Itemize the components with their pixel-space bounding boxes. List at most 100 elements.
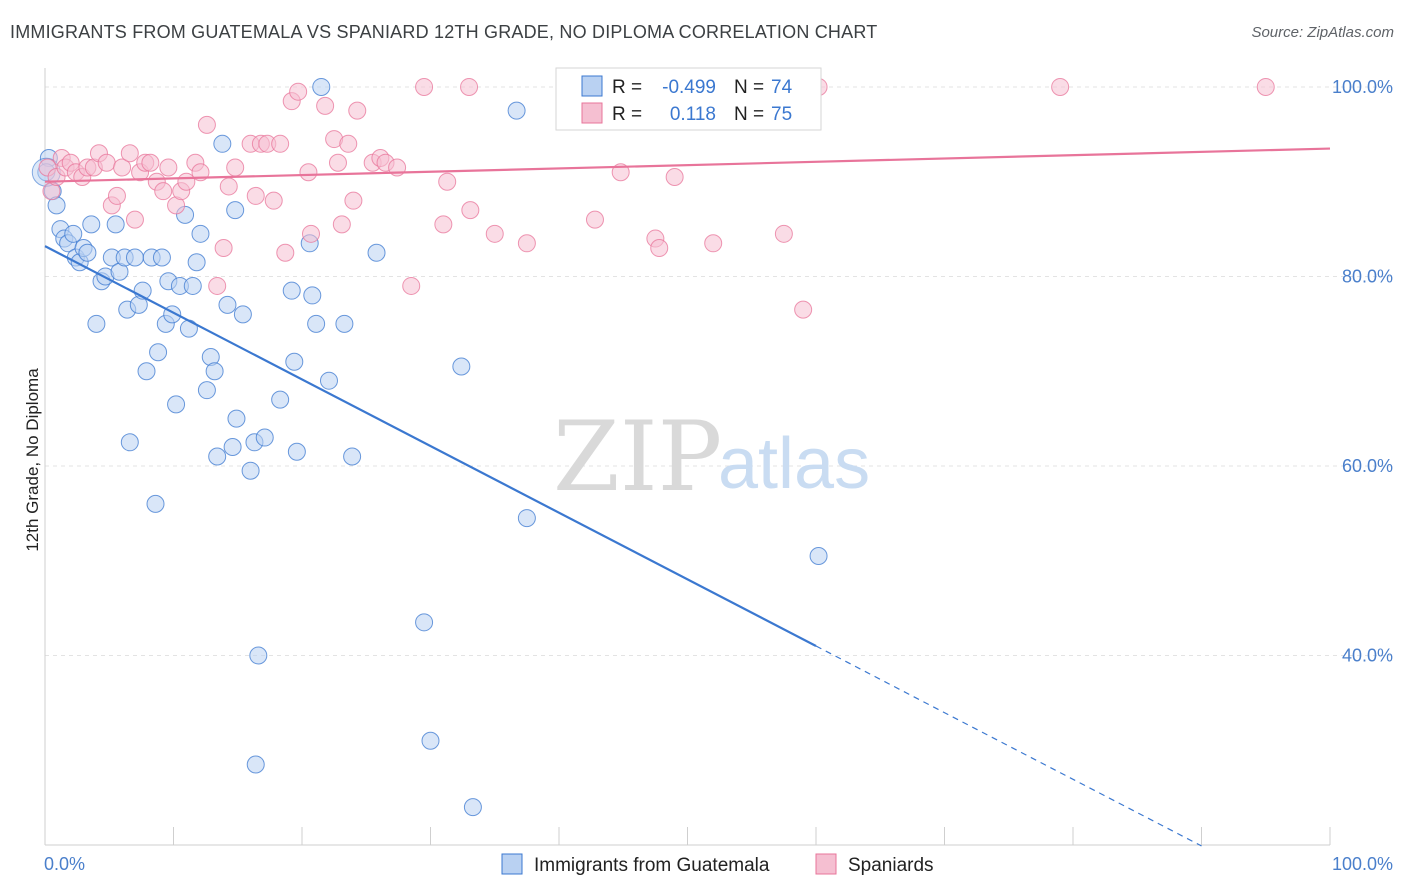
point-0-56 [285,352,304,371]
point-0-46 [226,201,245,220]
legend-n-label-1: N = [734,104,764,125]
point-1-31 [219,177,238,196]
y-tick-labels: 40.0% 60.0% 80.0% 100.0% [1332,77,1393,666]
point-1-73 [1256,77,1275,96]
point-0-26 [146,494,165,513]
point-0-39 [197,381,216,400]
point-0-21 [125,248,144,267]
legend-n-value-1: 75 [771,104,792,125]
point-1-22 [159,158,178,177]
point-1-15 [120,144,139,163]
bottom-legend-label-spaniards: Spaniards [848,855,934,876]
point-0-32 [167,395,186,414]
bottom-legend-label-guatemala: Immigrants from Guatemala [534,855,770,876]
point-1-55 [415,77,434,96]
point-1-21 [154,182,173,201]
point-0-27 [149,343,168,362]
point-0-41 [205,362,224,381]
series-legend: Immigrants from Guatemala Spaniards [501,853,934,876]
point-1-29 [208,276,227,295]
point-1-61 [517,234,536,253]
point-0-44 [218,295,237,314]
point-1-14 [113,158,132,177]
point-0-35 [179,319,198,338]
point-0-16 [106,215,125,234]
legend-r-value-0: -0.499 [662,77,716,98]
trend-line-guatemala-extension [815,645,1202,847]
axes [44,68,1331,846]
point-1-38 [271,134,290,153]
legend-r-value-1: 0.118 [670,104,716,125]
bottom-legend-swatch-guatemala [501,853,523,875]
point-0-43 [213,134,232,153]
point-0-24 [137,362,156,381]
point-1-42 [299,163,318,182]
point-0-69 [463,798,482,817]
watermark-atlas: atlas [718,424,870,504]
point-1-19 [141,153,160,172]
bottom-legend-swatch-spaniards [815,853,837,875]
point-0-65 [367,243,386,262]
series-spaniards-points [38,77,1275,319]
point-1-72 [1051,77,1070,96]
point-0-6 [64,224,83,243]
x-tick-label-0: 0.0% [44,854,85,874]
point-1-46 [332,215,351,234]
point-0-11 [82,215,101,234]
point-1-39 [276,243,295,262]
point-1-49 [348,101,367,120]
point-0-63 [335,314,354,333]
point-0-54 [271,390,290,409]
point-0-66 [415,613,434,632]
point-0-42 [208,447,227,466]
legend-swatch-guatemala [581,75,603,97]
watermark-zip: ZIP [553,401,722,513]
point-1-37 [264,191,283,210]
y-tick-label-2: 80.0% [1342,266,1393,286]
legend-n-label-0: N = [734,77,764,98]
point-1-59 [461,201,480,220]
point-1-27 [191,163,210,182]
point-1-69 [774,224,793,243]
point-0-37 [187,253,206,272]
point-1-56 [434,215,453,234]
point-0-55 [282,281,301,300]
point-0-70 [507,101,526,120]
point-0-62 [319,371,338,390]
legend-swatch-spaniards [581,102,603,124]
point-0-51 [249,646,268,665]
point-0-59 [303,286,322,305]
point-1-48 [344,191,363,210]
point-1-30 [214,239,233,258]
point-1-44 [316,96,335,115]
point-1-34 [246,186,265,205]
point-1-68 [704,234,723,253]
trend-line-spaniards [44,147,1331,183]
point-0-28 [152,248,171,267]
grid-lines [45,86,1392,656]
point-0-12 [87,314,106,333]
point-1-13 [107,186,126,205]
point-1-16 [125,210,144,229]
point-1-66 [650,239,669,258]
point-1-63 [585,210,604,229]
trend-line-guatemala [44,245,817,647]
legend-r-label-0: R = [612,77,642,98]
point-0-72 [809,546,828,565]
legend-n-value-0: 74 [771,77,793,98]
y-tick-label-0: 40.0% [1342,645,1393,665]
point-0-68 [452,357,471,376]
point-0-61 [312,77,331,96]
point-1-28 [197,115,216,134]
point-1-70 [794,300,813,319]
point-0-57 [287,442,306,461]
point-0-47 [227,409,246,428]
point-0-71 [517,509,536,528]
point-1-58 [460,77,479,96]
point-0-36 [183,276,202,295]
trend-lines [44,147,1331,847]
point-1-74 [328,153,347,172]
point-0-38 [191,224,210,243]
y-tick-label-3: 100.0% [1332,77,1393,97]
